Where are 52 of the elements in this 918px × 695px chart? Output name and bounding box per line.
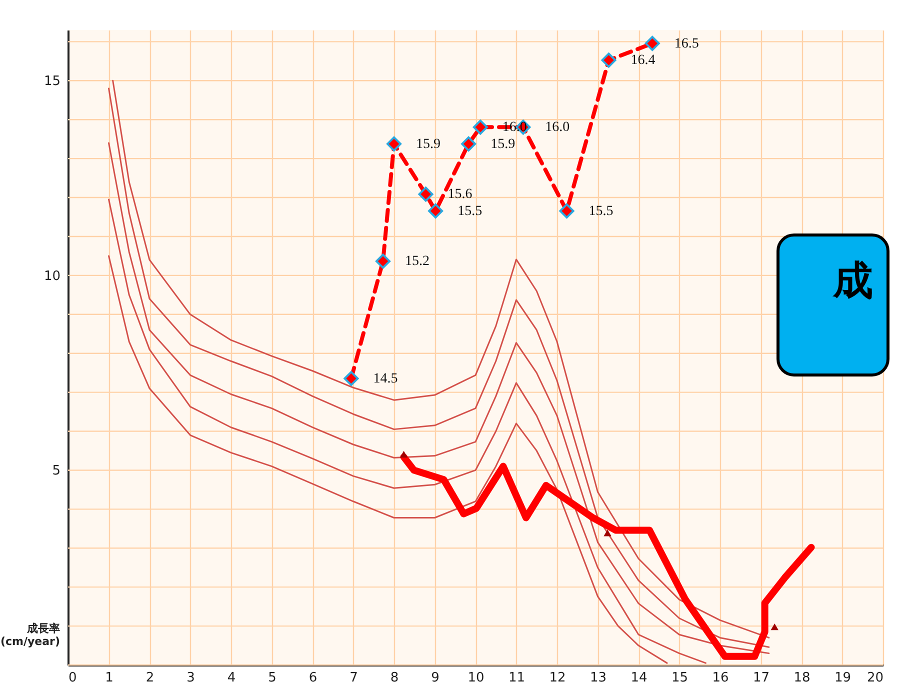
point [644,36,660,51]
point [559,203,574,218]
annotation: 成 [832,258,873,304]
x-tick-label: 3 [186,670,195,686]
line-series [108,255,668,664]
data-label: 16.0 [502,120,527,136]
data-label: 16.5 [674,36,699,52]
x-tick-label: 17 [752,670,770,686]
data-label: 15.2 [404,254,430,270]
point [400,450,408,458]
y-axis-title: 成長率 (cm/year) [0,622,60,648]
x-tick-label: 1 [105,670,114,686]
x-tick-label: 15 [671,670,688,686]
x-tick-label: 11 [508,670,526,686]
x-tick-label: 9 [431,670,440,686]
x-tick-label: 16 [712,670,729,686]
data-label: 15.6 [448,187,472,202]
y-tick-label: 15 [44,74,60,90]
x-tick-label: 13 [590,670,607,686]
line-series [108,198,706,664]
data-label: 16.0 [545,120,570,136]
data-label: 14.5 [373,371,398,386]
data-label: 15.5 [588,204,614,219]
y-tick-label: 5 [52,464,60,479]
x-tick-label: 2 [146,670,154,686]
data-label: 15.9 [416,136,440,152]
x-tick-label: 14 [630,670,648,686]
point [601,52,616,68]
x-tick-label: 12 [549,670,566,686]
x-tick-label: 18 [794,670,810,686]
x-tick-label: 7 [350,670,358,686]
data-label: 16.4 [630,53,656,68]
point [375,254,391,269]
point [461,136,476,152]
point [770,623,778,630]
point [428,203,444,218]
point [386,136,402,152]
x-tick-label: 5 [268,670,276,686]
x-tick-label: 8 [390,670,399,686]
point [472,120,488,135]
x-tick-label: 19 [834,670,852,686]
point [344,370,359,386]
data-label: 15.5 [458,204,482,219]
point [604,530,612,536]
x-tick-label: 20 [866,670,884,686]
x-tick-label: 0 [68,670,77,686]
x-tick-label: 4 [227,670,236,686]
x-tick-label: 6 [308,670,318,686]
point [418,186,434,202]
y-tick-label: 10 [44,268,60,284]
x-tick-label: 10 [468,670,484,686]
data-label: 15.9 [490,136,516,152]
